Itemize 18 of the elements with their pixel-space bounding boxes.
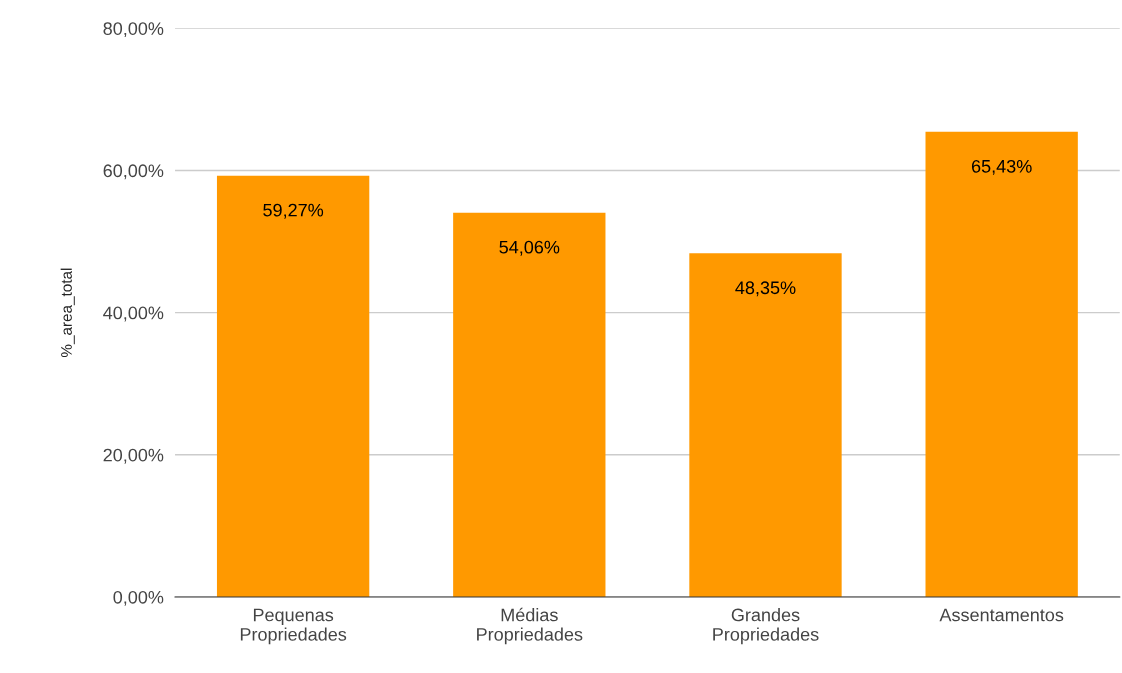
x-tick-label: Assentamentos — [939, 608, 1064, 622]
x-tick-label: Pequenas Propriedades — [240, 608, 347, 645]
y-tick-label: 0,00% — [113, 590, 164, 606]
data-label: 48,35% — [735, 281, 796, 297]
y-tick-label: 60,00% — [103, 164, 164, 180]
y-tick-label: 80,00% — [103, 22, 164, 38]
y-axis-title: %_area_total — [60, 268, 75, 358]
bar — [453, 212, 606, 597]
bar — [925, 131, 1078, 597]
bar — [689, 253, 842, 597]
data-label: 59,27% — [263, 203, 324, 219]
data-label: 54,06% — [499, 240, 560, 256]
data-label: 65,43% — [971, 159, 1032, 175]
bar — [216, 175, 370, 597]
x-tick-label: Médias Propriedades — [477, 607, 583, 645]
y-tick-label: 20,00% — [103, 448, 164, 464]
y-tick-label: 40,00% — [103, 306, 164, 322]
x-tick-label: Grandes Propriedades — [713, 608, 819, 645]
